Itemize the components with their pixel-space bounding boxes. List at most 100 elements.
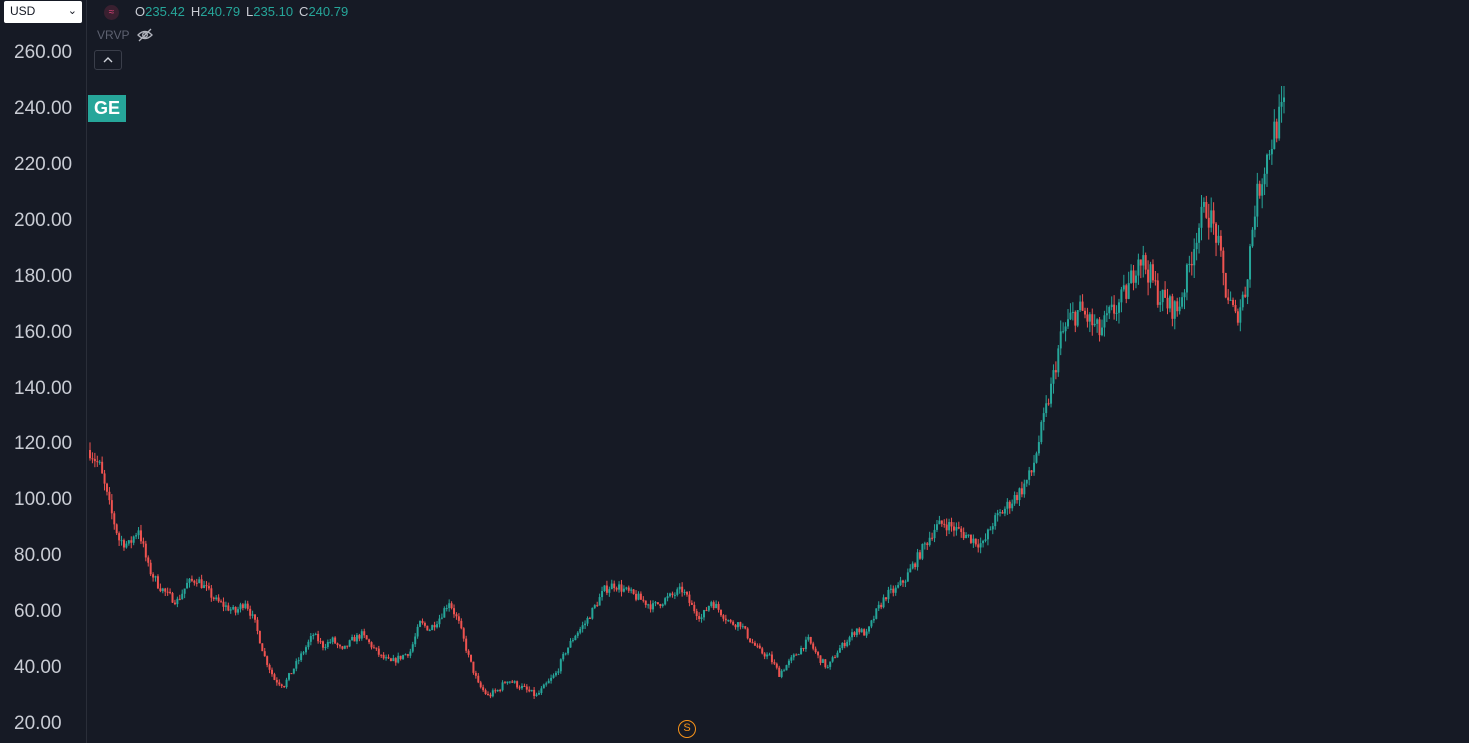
candle-body xyxy=(251,614,254,616)
candle-body xyxy=(914,563,917,568)
candle-body xyxy=(1045,403,1048,414)
candle-body xyxy=(1067,319,1070,327)
candle-body xyxy=(411,644,414,652)
candle-body xyxy=(804,639,807,650)
candle-body xyxy=(161,588,164,592)
candle-body xyxy=(576,632,579,636)
candle-body xyxy=(334,637,337,644)
candle-body xyxy=(664,598,667,605)
candle-body xyxy=(460,620,463,629)
collapse-legend-button[interactable] xyxy=(94,50,122,70)
candle-body xyxy=(783,670,786,672)
candle-body xyxy=(1275,121,1278,139)
candle-body xyxy=(93,458,96,462)
chevron-down-icon: ⌄ xyxy=(67,5,77,17)
candle-body xyxy=(110,500,113,514)
candle-body xyxy=(724,618,727,621)
candle-body xyxy=(489,694,492,697)
candle-body xyxy=(807,637,810,640)
candle-body xyxy=(227,605,230,611)
candle-body xyxy=(559,659,562,672)
candle-body xyxy=(508,681,511,683)
candle-body xyxy=(1251,229,1254,247)
candle-body xyxy=(817,652,820,656)
candle-body xyxy=(331,637,334,642)
candle-body xyxy=(462,628,465,639)
candle-body xyxy=(977,544,980,548)
candle-body xyxy=(139,530,142,542)
candle-body xyxy=(552,675,555,678)
candle-body xyxy=(676,589,679,595)
candle-body xyxy=(1200,206,1203,228)
candle-body xyxy=(921,543,924,559)
candle-body xyxy=(734,624,737,628)
candle-body xyxy=(445,608,448,610)
candle-body xyxy=(205,585,208,587)
candle-body xyxy=(261,643,264,652)
hide-eye-icon[interactable] xyxy=(136,26,154,44)
candle-body xyxy=(1035,453,1038,463)
chevron-up-icon xyxy=(103,57,113,63)
candle-body xyxy=(487,694,489,696)
candle-body xyxy=(241,604,244,608)
candle-body xyxy=(1188,263,1191,265)
candle-body xyxy=(1183,292,1186,298)
candle-body xyxy=(892,588,895,593)
candle-body xyxy=(945,524,948,531)
candle-body xyxy=(494,690,497,692)
candle-body xyxy=(1059,331,1062,349)
vrvp-indicator-label[interactable]: VRVP xyxy=(97,28,130,42)
candle-body xyxy=(290,673,293,675)
candle-body xyxy=(1205,201,1208,218)
price-scale[interactable]: 260.00 240.00 220.00 200.00 180.00 160.00 140.… xyxy=(0,0,87,743)
candle-body xyxy=(1219,235,1222,251)
candle-body xyxy=(923,543,926,545)
candle-body xyxy=(880,604,883,608)
candle-body xyxy=(234,606,237,613)
candle-body xyxy=(1042,413,1045,423)
candle-body xyxy=(773,662,776,664)
candle-body xyxy=(249,608,252,616)
candle-body xyxy=(632,589,635,594)
candle-body xyxy=(188,578,191,583)
candle-body xyxy=(1207,217,1210,228)
candle-body xyxy=(258,630,261,644)
candle-body xyxy=(926,543,929,545)
candle-body xyxy=(127,540,130,544)
candle-body xyxy=(1202,201,1205,207)
candlestick-chart[interactable] xyxy=(88,0,1469,743)
candle-body xyxy=(256,619,259,631)
split-event-marker[interactable]: S xyxy=(678,720,696,738)
candle-body xyxy=(986,529,989,540)
candle-body xyxy=(392,658,395,662)
currency-select[interactable]: USD ⌄ xyxy=(4,1,82,23)
symbol-logo-icon[interactable]: ≈ xyxy=(104,5,119,21)
candle-body xyxy=(1151,264,1154,281)
candle-body xyxy=(841,642,844,649)
candle-body xyxy=(103,473,106,484)
candle-body xyxy=(1052,370,1055,384)
candle-body xyxy=(1154,280,1157,282)
candle-body xyxy=(309,636,312,642)
candle-body xyxy=(465,638,468,651)
candle-body xyxy=(686,592,688,595)
candle-body xyxy=(683,592,686,594)
candle-body xyxy=(574,635,577,641)
candle-body xyxy=(1176,301,1179,312)
candle-body xyxy=(1081,301,1084,311)
candle-body xyxy=(450,603,453,609)
candle-body xyxy=(1198,227,1201,243)
candle-body xyxy=(523,685,526,687)
candle-body xyxy=(736,622,739,628)
candle-body xyxy=(1139,259,1142,266)
candle-body xyxy=(1134,275,1137,283)
candle-body xyxy=(455,614,458,617)
price-tick: 160.00 xyxy=(14,321,73,343)
candle-body xyxy=(659,604,662,607)
candle-body xyxy=(263,651,266,657)
candle-body xyxy=(304,647,307,653)
candle-body xyxy=(838,648,841,653)
candle-body xyxy=(729,620,732,622)
candle-body xyxy=(137,530,140,536)
price-tick: 240.00 xyxy=(14,97,73,119)
